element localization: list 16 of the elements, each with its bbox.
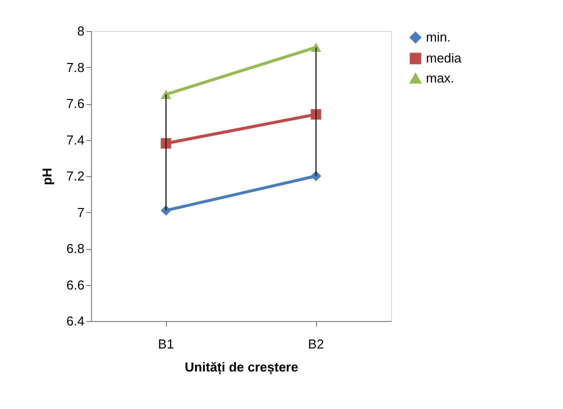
- y-tick-label: 6.4: [66, 314, 84, 328]
- y-tick-label: 7.6: [66, 96, 84, 111]
- legend-label: max.: [426, 70, 454, 86]
- y-tick-label: 7.8: [66, 60, 84, 75]
- x-tick-label: B2: [308, 336, 324, 352]
- y-tick-label: 8: [77, 24, 84, 38]
- legend-label: min.: [426, 30, 451, 44]
- x-tick-label: B1: [158, 336, 174, 352]
- y-axis-title: pH: [39, 168, 54, 186]
- y-tick-label: 6.6: [66, 277, 84, 292]
- legend-label: media: [426, 50, 462, 66]
- y-tick-label: 6.8: [66, 241, 84, 256]
- y-tick-label: 7: [77, 204, 84, 220]
- x-axis-title: Unități de creștere: [184, 360, 298, 376]
- y-tick-label: 7.4: [66, 132, 84, 148]
- y-tick-label: 7.2: [66, 168, 84, 184]
